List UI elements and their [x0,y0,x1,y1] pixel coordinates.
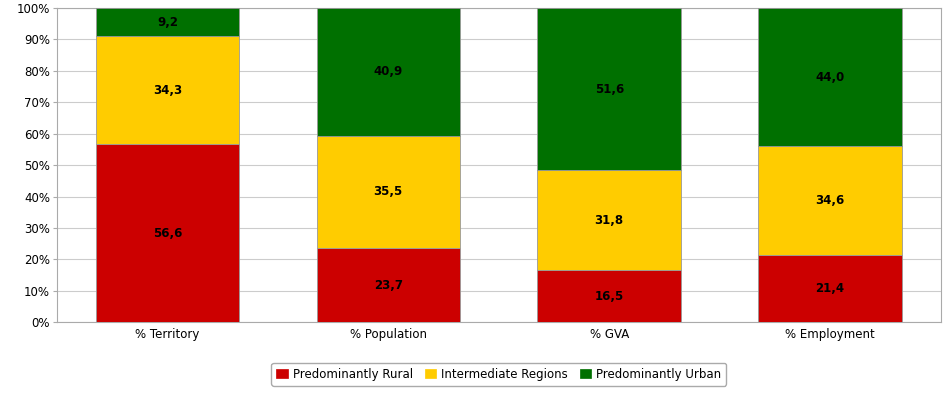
Bar [538,8,681,171]
Bar [96,37,239,144]
Text: 35,5: 35,5 [373,185,403,198]
Text: 44,0: 44,0 [815,70,845,84]
Text: 34,6: 34,6 [815,194,845,207]
Bar [316,248,460,322]
Bar [538,171,681,270]
Bar [96,144,239,322]
Text: 40,9: 40,9 [373,65,403,78]
Text: 56,6: 56,6 [153,227,182,240]
Text: 9,2: 9,2 [157,15,178,29]
Text: 31,8: 31,8 [595,214,624,227]
Text: 21,4: 21,4 [815,282,845,295]
Bar [758,146,902,255]
Text: 23,7: 23,7 [373,279,403,292]
Text: 51,6: 51,6 [595,83,624,96]
Bar [316,7,460,136]
Text: 16,5: 16,5 [595,290,624,303]
Bar [316,136,460,248]
Bar [758,255,902,322]
Bar [538,270,681,322]
Text: 34,3: 34,3 [153,84,182,97]
Bar [758,8,902,146]
Bar [96,7,239,37]
Legend: Predominantly Rural, Intermediate Regions, Predominantly Urban: Predominantly Rural, Intermediate Region… [272,363,726,386]
